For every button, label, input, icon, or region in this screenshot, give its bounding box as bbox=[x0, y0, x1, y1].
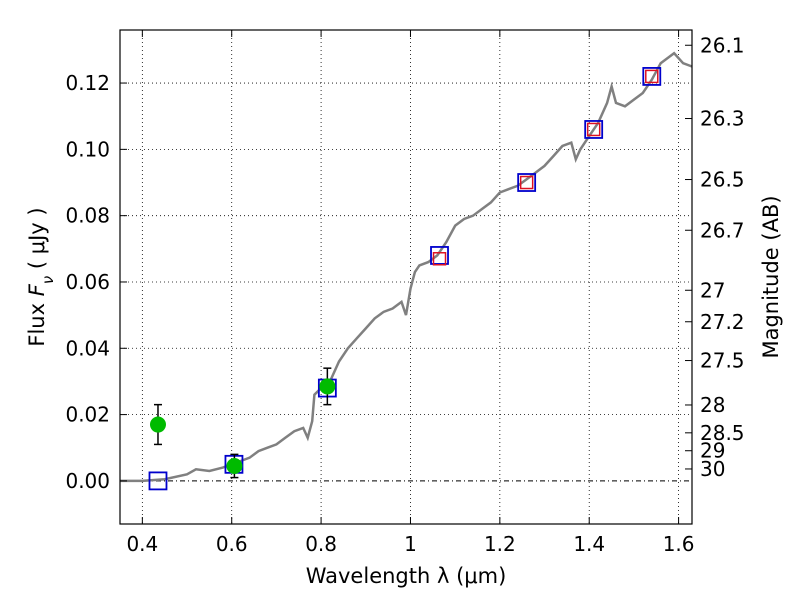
x-tick-label: 1 bbox=[404, 532, 417, 556]
y-tick-label: 0.00 bbox=[65, 469, 110, 493]
y-tick-label: 0.10 bbox=[65, 137, 110, 161]
x-tick-label: 0.6 bbox=[216, 532, 248, 556]
x-tick-label: 0.8 bbox=[305, 532, 337, 556]
right-axis-title: Magnitude (AB) bbox=[759, 195, 783, 358]
measured-flux-point bbox=[319, 378, 336, 395]
x-tick-label: 1.2 bbox=[484, 532, 516, 556]
x-axis-title: Wavelength λ (μm) bbox=[306, 564, 507, 588]
magnitude-tick-label: 28 bbox=[700, 393, 725, 417]
y-tick-label: 0.12 bbox=[65, 71, 110, 95]
axis-ticks: 0.4 0.6 0.8 1 1.2 1.4 1.6 0.00 0.02 0.04 0.06 0.08 0… bbox=[65, 30, 745, 556]
y-tick-label: 0.08 bbox=[65, 204, 110, 228]
magnitude-tick-label: 28.5 bbox=[700, 421, 745, 445]
data-markers bbox=[148, 67, 662, 491]
y-tick-label: 0.06 bbox=[65, 270, 110, 294]
plot-frame bbox=[119, 29, 693, 525]
y-tick-label: 0.04 bbox=[65, 336, 110, 360]
photometry-square-marker bbox=[586, 122, 601, 137]
photometry-square-marker bbox=[645, 69, 659, 84]
measured-flux-point bbox=[226, 457, 243, 474]
magnitude-tick-label: 26.1 bbox=[700, 33, 745, 57]
model-spectrum-line bbox=[120, 51, 693, 483]
x-tick-label: 1.4 bbox=[573, 532, 605, 556]
magnitude-tick-label: 26.5 bbox=[700, 168, 745, 192]
magnitude-tick-label: 27.5 bbox=[700, 349, 745, 373]
photometry-square-marker bbox=[432, 252, 447, 266]
x-tick-label: 0.4 bbox=[126, 532, 158, 556]
photometry-square-marker bbox=[517, 173, 537, 192]
measured-flux-point bbox=[149, 416, 166, 433]
magnitude-tick-label: 29 bbox=[700, 439, 725, 463]
magnitude-tick-label: 30 bbox=[700, 457, 725, 481]
magnitude-tick-label: 26.7 bbox=[700, 218, 745, 242]
y-tick-label: 0.02 bbox=[65, 403, 110, 427]
photometry-square-marker bbox=[642, 67, 662, 86]
photometry-square-marker bbox=[519, 175, 534, 190]
magnitude-tick-label: 26.3 bbox=[700, 107, 745, 131]
x-tick-label: 1.6 bbox=[663, 532, 695, 556]
magnitude-tick-label: 27.2 bbox=[700, 310, 745, 334]
photometry-square-marker bbox=[584, 120, 604, 139]
photometry-square-marker bbox=[430, 246, 449, 265]
magnitude-tick-label: 27 bbox=[700, 278, 725, 302]
y-axis-title: Flux Fν ( μJy ) bbox=[25, 207, 57, 346]
photometry-square-marker bbox=[148, 471, 168, 491]
